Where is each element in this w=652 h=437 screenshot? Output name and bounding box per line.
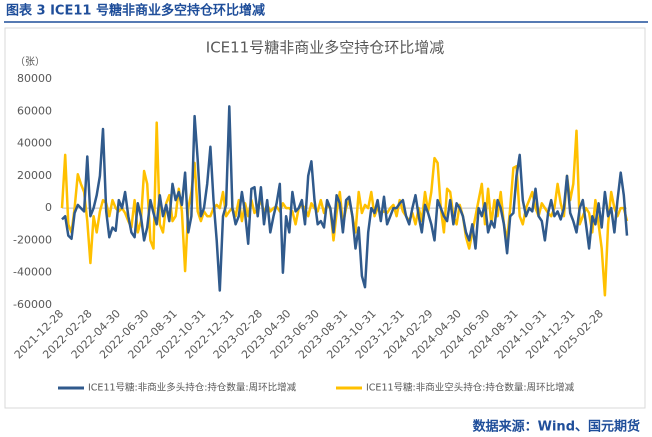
source-note: 数据来源：Wind、国元期货 <box>473 419 640 435</box>
legend-label: ICE11号糖:非商业空头持仓:持仓数量:周环比增减 <box>366 382 575 394</box>
y-tick-label: -60000 <box>13 298 52 311</box>
y-tick-label: -20000 <box>13 233 52 246</box>
figure-title: 图表 3 ICE11 号糖非商业多空持仓环比增减 <box>6 3 265 19</box>
y-tick-label: 80000 <box>17 72 52 85</box>
legend-label: ICE11号糖:非商业多头持仓:持仓数量:周环比增减 <box>88 382 297 394</box>
chart-title: ICE11号糖非商业多空持仓环比增减 <box>206 39 444 57</box>
y-tick-label: 40000 <box>17 137 52 150</box>
y-tick-label: -40000 <box>13 266 52 279</box>
y-tick-label: 0 <box>45 201 52 214</box>
y-tick-label: 20000 <box>17 169 52 182</box>
y-tick-label: 60000 <box>17 104 52 117</box>
chart-frame <box>4 27 646 409</box>
y-axis-unit: （张） <box>15 56 45 68</box>
series-line <box>61 105 629 292</box>
